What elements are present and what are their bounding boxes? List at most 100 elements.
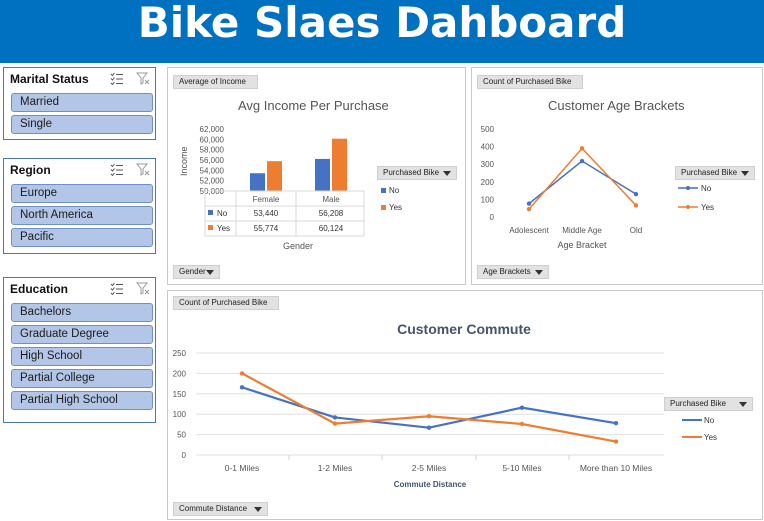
legend-field-label: Purchased Bike (681, 168, 738, 177)
axis-field-dropdown[interactable]: Gender (173, 265, 220, 279)
legend-field-dropdown[interactable]: Purchased Bike (377, 166, 457, 180)
data-point-yes[interactable] (633, 203, 639, 208)
legend-label-yes: Yes (701, 203, 714, 212)
dropdown-arrow-icon (741, 171, 749, 176)
data-point-yes[interactable] (579, 146, 585, 151)
legend-field-dropdown[interactable]: Purchased Bike (664, 397, 753, 411)
series-line-yes[interactable] (528, 147, 637, 210)
bar-no-male[interactable] (315, 158, 330, 191)
dashboard-title: Bike Slaes Dahboard (137, 0, 627, 47)
y-tick-label: 0 (182, 451, 187, 460)
slicer-item-partial-college[interactable]: Partial College (11, 369, 153, 388)
y-tick-label: 200 (173, 369, 187, 378)
dropdown-arrow-icon (206, 270, 214, 275)
x-tick-label: Middle Age (562, 226, 602, 235)
slicer-header: Marital Status (4, 68, 155, 90)
multi-select-icon[interactable] (110, 163, 124, 176)
legend-field-label: Purchased Bike (383, 168, 440, 177)
slicer-item-single[interactable]: Single (11, 115, 153, 134)
commute-chart: Customer Commute 250 200 150 100 50 0 0-1 Mile… (173, 321, 717, 489)
age-chart-title: Customer Age Brackets (548, 98, 685, 113)
dropdown-arrow-icon (739, 402, 747, 407)
y-tick-label: 300 (481, 160, 495, 169)
table-cell-male-no: 56,208 (319, 209, 344, 218)
data-point-no[interactable] (633, 191, 639, 197)
legend-field-dropdown[interactable]: Purchased Bike (675, 166, 755, 180)
x-axis-label: Age Bracket (557, 240, 607, 250)
value-field-button[interactable]: Count of Purchased Bike (173, 296, 279, 310)
data-point-yes[interactable] (332, 421, 338, 426)
income-chart-panel: Average of Income Avg Income Per Purchas… (167, 67, 466, 285)
slicer-marital-status: Marital Status Married Single (3, 67, 156, 140)
y-tick-label: 100 (173, 410, 187, 419)
axis-field-dropdown[interactable]: Commute Distance (173, 502, 268, 516)
slicer-title: Education (10, 282, 69, 296)
commute-chart-title: Customer Commute (397, 321, 531, 337)
legend-key-no (208, 210, 213, 215)
value-field-button[interactable]: Count of Purchased Bike (477, 75, 583, 89)
dropdown-arrow-icon (254, 507, 262, 512)
data-point-yes[interactable] (526, 206, 532, 212)
multi-select-icon[interactable] (110, 282, 124, 295)
clear-filter-icon[interactable] (136, 163, 150, 176)
axis-field-label: Gender (179, 267, 206, 276)
table-cell-female-no: 53,440 (254, 209, 279, 218)
slicer-header: Education (4, 278, 155, 300)
legend-marker-no (381, 188, 386, 193)
data-point-no[interactable] (519, 405, 525, 410)
y-tick-label: 0 (490, 213, 495, 222)
axis-field-label: Age Brackets (483, 267, 531, 276)
commute-chart-panel: Count of Purchased Bike Customer Commute… (167, 290, 763, 520)
data-point-no[interactable] (239, 385, 245, 390)
x-tick-label: 5-10 Miles (502, 463, 541, 473)
legend-label-no: No (701, 184, 712, 193)
slicer-header: Region (4, 159, 155, 181)
data-point-yes[interactable] (519, 421, 525, 427)
clear-filter-icon[interactable] (136, 282, 150, 295)
legend-label-no: No (704, 416, 715, 425)
slicer-item-pacific[interactable]: Pacific (11, 228, 153, 247)
multi-select-icon[interactable] (110, 72, 124, 85)
slicer-item-bachelors[interactable]: Bachelors (11, 303, 153, 322)
legend-key-yes (208, 225, 213, 230)
table-cell-female-yes: 55,774 (254, 224, 279, 233)
value-field-button[interactable]: Average of Income (173, 75, 258, 89)
y-tick-label: 60,000 (200, 135, 225, 144)
y-tick-label: 200 (481, 178, 495, 187)
axis-field-dropdown[interactable]: Age Brackets (477, 265, 549, 279)
slicer-item-graduate-degree[interactable]: Graduate Degree (11, 325, 153, 344)
slicer-item-partial-high-school[interactable]: Partial High School (11, 391, 153, 410)
x-tick-label: 0-1 Miles (225, 463, 259, 473)
series-line-no[interactable] (528, 160, 637, 205)
bar-yes-male[interactable] (332, 138, 347, 191)
axis-field-label: Commute Distance (179, 504, 248, 513)
bar-no-female[interactable] (250, 173, 265, 191)
y-tick-label: 500 (481, 125, 495, 134)
y-tick-label: 62,000 (200, 125, 225, 134)
clear-filter-icon[interactable] (136, 72, 150, 85)
bar-yes-female[interactable] (267, 161, 282, 191)
legend-field-label: Purchased Bike (670, 399, 727, 408)
category-label-male: Male (322, 195, 340, 204)
data-point-yes[interactable] (426, 414, 432, 419)
data-point-no[interactable] (526, 201, 532, 206)
slicer-item-high-school[interactable]: High School (11, 347, 153, 366)
y-tick-label: 250 (173, 349, 187, 358)
slicer-item-married[interactable]: Married (11, 93, 153, 112)
slicer-title: Marital Status (10, 72, 89, 86)
y-tick-label: 56,000 (200, 156, 225, 165)
data-point-yes[interactable] (613, 439, 619, 444)
x-tick-label: 1-2 Miles (318, 463, 352, 473)
legend-label-yes: Yes (389, 203, 402, 212)
series-line-yes[interactable] (241, 372, 617, 443)
data-point-no[interactable] (426, 425, 432, 430)
age-chart-panel: Count of Purchased Bike Customer Age Bra… (471, 67, 763, 285)
data-point-no[interactable] (613, 420, 619, 426)
x-tick-label: 2-5 Miles (412, 463, 446, 473)
x-axis-label: Commute Distance (394, 480, 467, 489)
data-point-no[interactable] (579, 158, 585, 164)
data-point-yes[interactable] (239, 371, 245, 376)
slicer-item-north-america[interactable]: North America (11, 206, 153, 225)
slicer-item-europe[interactable]: Europe (11, 184, 153, 203)
data-point-no[interactable] (332, 415, 338, 420)
